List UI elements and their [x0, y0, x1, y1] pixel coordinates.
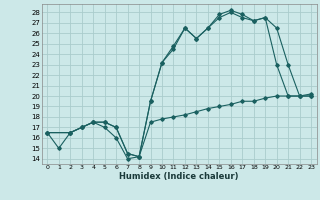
X-axis label: Humidex (Indice chaleur): Humidex (Indice chaleur) — [119, 172, 239, 181]
